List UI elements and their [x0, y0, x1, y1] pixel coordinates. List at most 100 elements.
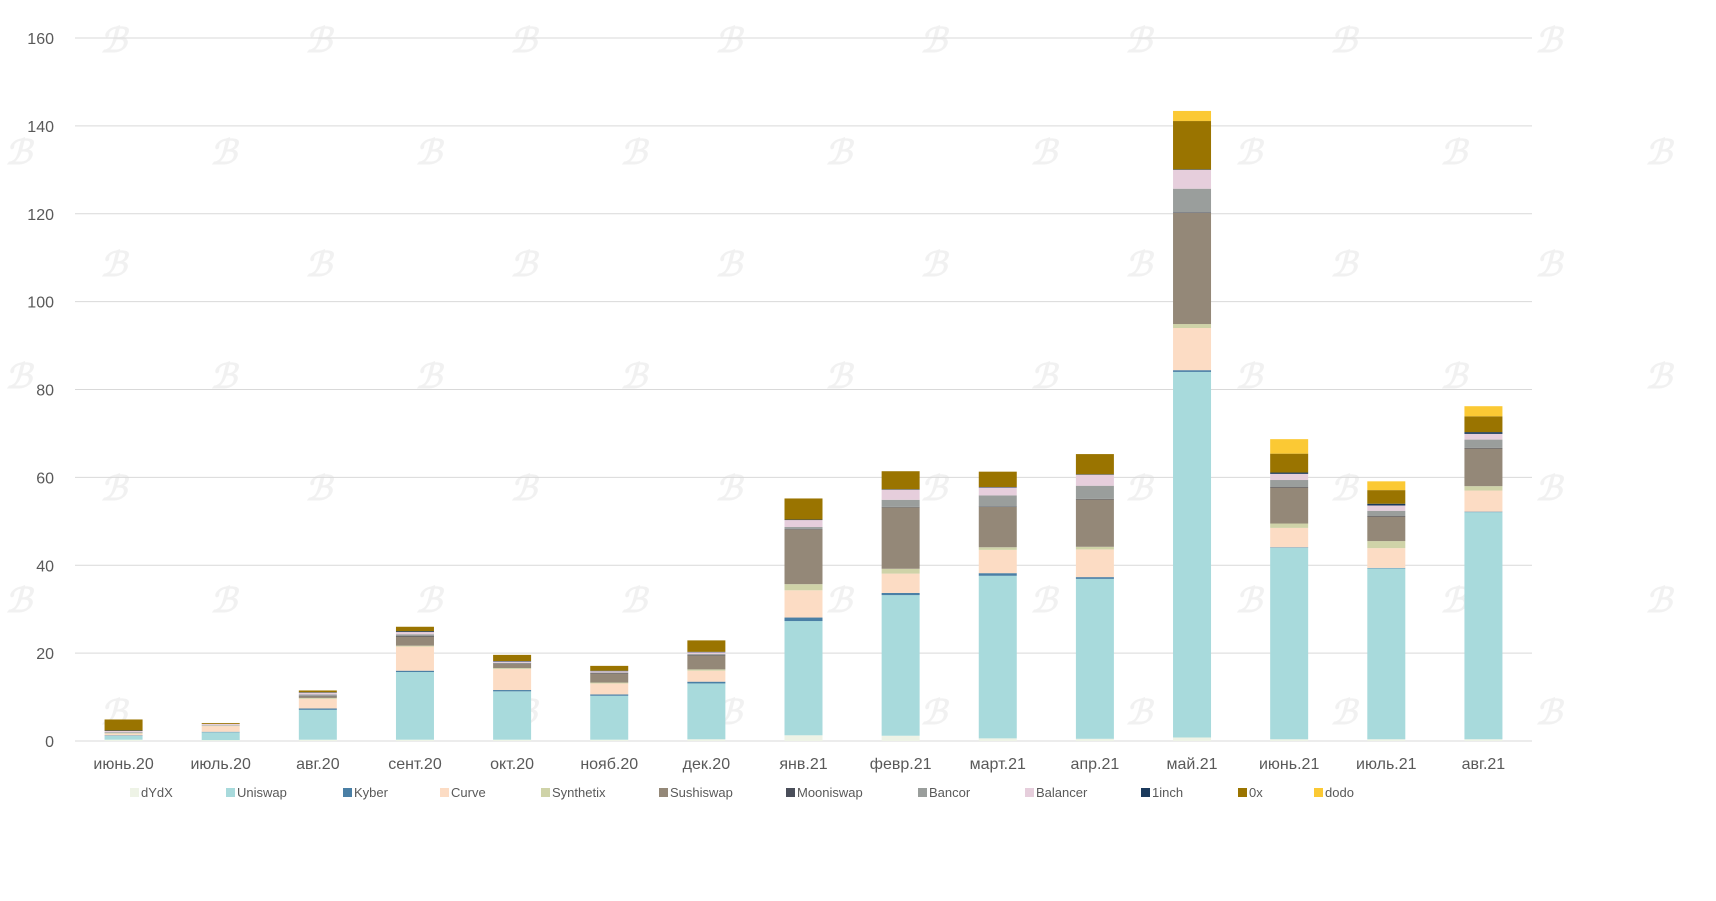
watermark-logo: ℬ	[1330, 245, 1360, 285]
legend-label: 0x	[1249, 785, 1263, 800]
y-tick-label: 60	[36, 470, 54, 487]
watermark-logo: ℬ	[920, 693, 950, 733]
bar-stack	[493, 654, 532, 741]
bar-segment-curve	[881, 573, 920, 593]
bar-segment-0x	[493, 654, 532, 662]
bar-segment-bancor	[201, 725, 240, 726]
bar-segment-bancor	[493, 662, 532, 664]
bar-segment-dodo	[1464, 406, 1503, 417]
x-tick-label: нояб.20	[580, 756, 638, 773]
bar-segment-0x	[784, 498, 823, 520]
bar-stack	[395, 626, 434, 741]
bar-segment-dodo	[1367, 481, 1406, 491]
bar-stack	[784, 498, 823, 741]
watermark-logo: ℬ	[1235, 133, 1265, 173]
watermark-logo: ℬ	[1535, 245, 1565, 285]
bar-segment-curve	[978, 549, 1017, 574]
bar-segment-mooniswap	[1173, 212, 1212, 213]
watermark-logo: ℬ	[100, 245, 130, 285]
legend-label: 1inch	[1152, 785, 1183, 800]
watermark-logo: ℬ	[100, 469, 130, 509]
bar-segment-balancer	[395, 632, 434, 635]
bar-segment-kyber	[1075, 577, 1114, 579]
bar-segment-0x	[298, 690, 337, 693]
bar-segment-synthetix	[395, 645, 434, 647]
bar-segment-dydx	[590, 739, 629, 741]
bar-segment-dydx	[881, 735, 920, 741]
y-tick-label: 100	[27, 295, 54, 312]
bar-segment-dydx	[493, 739, 532, 741]
bar-segment-balancer	[1464, 433, 1503, 440]
bar-segment-mooniswap	[978, 506, 1017, 507]
bar-segment-curve	[687, 670, 726, 682]
bar-segment-synthetix	[1464, 486, 1503, 491]
bar-segment-balancer	[784, 519, 823, 528]
bar-segment-0x	[687, 640, 726, 652]
bar-segment-dydx	[104, 739, 143, 741]
legend-item-kyber: Kyber	[343, 785, 389, 800]
bar-segment-synthetix	[298, 697, 337, 699]
bar-segment-dydx	[201, 740, 240, 741]
bar-segment-sushiswap	[978, 506, 1017, 548]
bar-segment-uniswap	[104, 735, 143, 740]
bar-segment-uniswap	[493, 691, 532, 740]
legend-swatch	[1141, 788, 1150, 797]
legend-label: Kyber	[354, 785, 389, 800]
legend-swatch	[130, 788, 139, 797]
bar-segment-1inch	[1173, 169, 1212, 170]
bar-segment-1inch	[1075, 474, 1114, 475]
bar-segment-balancer	[298, 692, 337, 695]
bar-segment-curve	[201, 726, 240, 732]
legend-label: Mooniswap	[797, 785, 863, 800]
watermark-logo: ℬ	[1030, 133, 1060, 173]
watermark-logo: ℬ	[825, 133, 855, 173]
bar-segment-kyber	[881, 592, 920, 596]
bar-segment-bancor	[590, 672, 629, 673]
bar-segment-uniswap	[1464, 512, 1503, 740]
bar-segment-1inch	[881, 489, 920, 490]
bar-segment-kyber	[1367, 567, 1406, 569]
bar-segment-dydx	[1075, 738, 1114, 741]
bar-segment-1inch	[784, 519, 823, 521]
bar-segment-curve	[1367, 548, 1406, 568]
bar-segment-dydx	[1367, 739, 1406, 741]
bar-segment-sushiswap	[298, 696, 337, 698]
watermark-logo: ℬ	[1645, 357, 1675, 397]
bar-stack	[590, 665, 629, 741]
bar-segment-bancor	[978, 495, 1017, 507]
bar-segment-sushiswap	[1173, 212, 1212, 325]
bar-segment-balancer	[1367, 505, 1406, 511]
watermark-logo: ℬ	[620, 133, 650, 173]
legend-label: Bancor	[929, 785, 971, 800]
x-tick-label: авг.20	[296, 756, 340, 773]
watermark-logo: ℬ	[1535, 693, 1565, 733]
watermark-logo: ℬ	[715, 21, 745, 61]
bar-stack	[1075, 454, 1114, 741]
bar-segment-0x	[1173, 121, 1212, 170]
legend: dYdX Uniswap Kyber Curve Synthetix Sushiswap M…	[130, 785, 1354, 800]
watermark-logo: ℬ	[825, 581, 855, 621]
legend-item-sushiswap: Sushiswap	[659, 785, 733, 800]
bar-segment-uniswap	[1367, 568, 1406, 740]
watermark-logo: ℬ	[1125, 693, 1155, 733]
bar-segment-sushiswap	[395, 636, 434, 646]
bar-segment-1inch	[687, 651, 726, 653]
bar-segment-balancer	[493, 661, 532, 663]
bar-segment-1inch	[590, 670, 629, 672]
legend-swatch	[1314, 788, 1323, 797]
bar-segment-sushiswap	[590, 673, 629, 683]
bar-segment-bancor	[1367, 510, 1406, 517]
bar-segment-sushiswap	[881, 507, 920, 569]
bar-segment-curve	[493, 668, 532, 691]
bar-segment-curve	[1270, 527, 1309, 548]
y-tick-label: 20	[36, 646, 54, 663]
bar-segment-curve	[784, 590, 823, 618]
bar-segment-dodo	[1173, 110, 1212, 122]
y-tick-label: 140	[27, 119, 54, 136]
watermark-logo: ℬ	[1235, 357, 1265, 397]
watermark-logo: ℬ	[5, 581, 35, 621]
bar-segment-dydx	[687, 739, 726, 741]
legend-item-synthetix: Synthetix	[541, 785, 606, 800]
bar-segment-mooniswap	[1367, 516, 1406, 517]
bar-segment-kyber	[298, 708, 337, 710]
